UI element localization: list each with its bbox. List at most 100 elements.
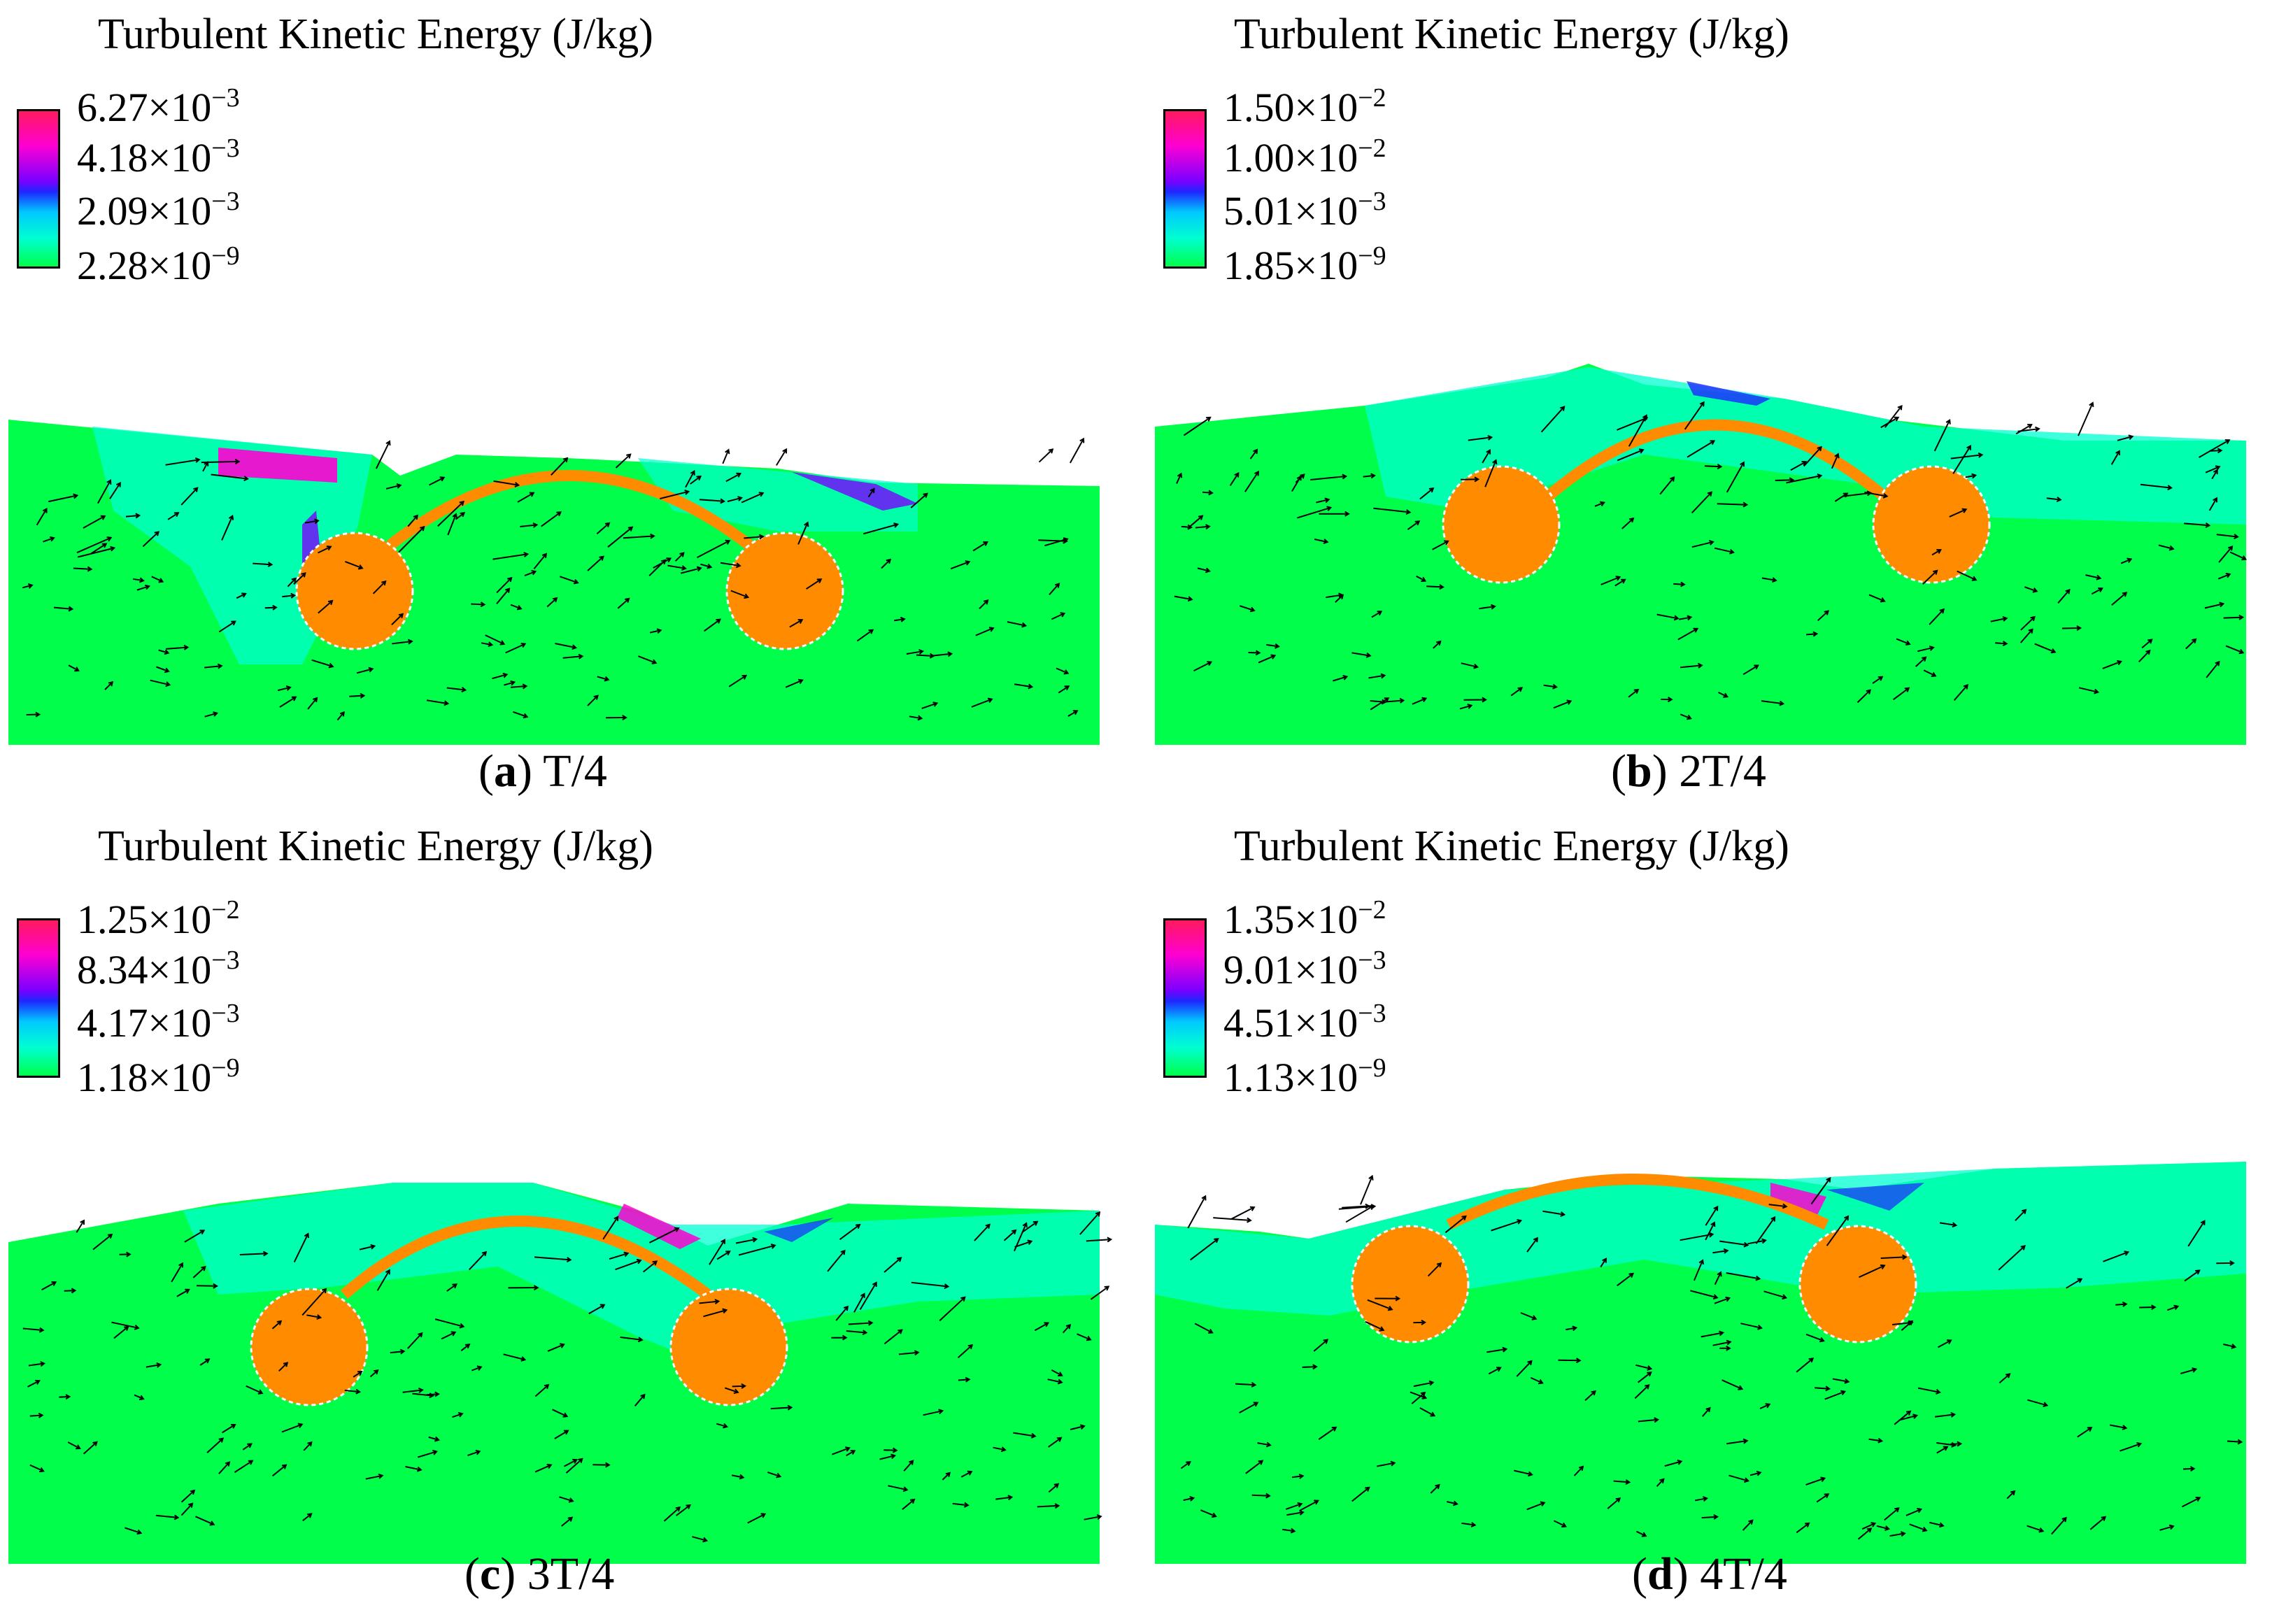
velocity-vector	[447, 513, 457, 536]
velocity-vector	[2204, 603, 2224, 609]
velocity-vectors	[22, 1211, 1113, 1543]
velocity-arrowhead	[599, 555, 604, 561]
velocity-vector	[365, 1474, 383, 1480]
velocity-arrowhead	[420, 525, 425, 532]
velocity-arrowhead	[674, 1227, 680, 1232]
velocity-vector	[1084, 1516, 1101, 1520]
velocity-vector	[916, 654, 934, 657]
velocity-arrowhead	[684, 490, 690, 495]
velocity-arrowhead	[1966, 445, 1971, 450]
velocity-vector	[434, 1318, 464, 1327]
velocity-vector	[685, 471, 695, 488]
velocity-vector	[1843, 492, 1871, 497]
velocity-vector	[311, 659, 333, 667]
velocity-vector	[839, 1224, 860, 1241]
velocity-vector	[104, 681, 113, 690]
velocity-arrowhead	[1265, 1441, 1272, 1448]
velocity-vector	[1826, 1216, 1849, 1246]
legend-tick: 2.09×10−3	[77, 187, 240, 234]
velocity-vector	[1229, 473, 1240, 486]
flow-field-svg	[1155, 1162, 2246, 1564]
velocity-arrowhead	[381, 580, 387, 586]
velocity-arrowhead	[398, 613, 404, 618]
velocity-arrowhead	[1053, 1483, 1060, 1488]
velocity-arrowhead	[1669, 476, 1675, 482]
velocity-arrowhead	[418, 1332, 423, 1338]
velocity-vector	[565, 1458, 583, 1474]
velocity-arrowhead	[843, 1305, 849, 1311]
velocity-vector	[1929, 608, 1945, 625]
velocity-arrowhead	[722, 1308, 728, 1314]
velocity-vector	[722, 449, 730, 464]
velocity-vector	[1687, 440, 1715, 458]
velocity-arrowhead	[741, 1383, 747, 1389]
velocity-vector	[1884, 1507, 1899, 1521]
velocity-vector	[2223, 1344, 2236, 1348]
velocity-vector	[2091, 587, 2103, 595]
velocity-vector	[511, 685, 527, 688]
colorbar	[1163, 918, 1207, 1078]
velocity-arrowhead	[2168, 1524, 2175, 1530]
velocity-arrowhead	[74, 667, 80, 672]
velocity-vector	[76, 1220, 85, 1233]
velocity-arrowhead	[1312, 1364, 1318, 1370]
legend-tick: 1.35×10−2	[1223, 895, 1386, 942]
velocity-vector	[541, 511, 561, 527]
velocity-arrowhead	[1710, 440, 1716, 446]
velocity-arrowhead	[541, 553, 548, 559]
velocity-vector	[642, 1260, 658, 1273]
velocity-arrowhead	[385, 440, 391, 446]
velocity-arrowhead	[733, 1388, 739, 1394]
velocity-vector	[1868, 594, 1885, 602]
velocity-vector	[1249, 449, 1258, 460]
velocity-arrowhead	[481, 1251, 488, 1257]
velocity-vector	[64, 1290, 76, 1292]
cylinder-right	[1872, 465, 1991, 584]
velocity-arrowhead	[1470, 1522, 1477, 1527]
velocity-vector	[282, 594, 295, 598]
velocity-arrowhead	[702, 1537, 709, 1543]
velocity-arrowhead	[1708, 540, 1715, 546]
velocity-arrowhead	[533, 1285, 539, 1291]
velocity-arrowhead	[144, 584, 150, 590]
velocity-vector	[1922, 570, 1938, 585]
velocity-arrowhead	[2098, 587, 2103, 592]
velocity-vector	[1459, 704, 1472, 710]
velocity-vector	[1915, 657, 1926, 667]
velocity-arrowhead	[201, 1265, 206, 1272]
velocity-arrowhead	[452, 513, 457, 519]
velocity-arrowhead	[321, 1288, 327, 1294]
velocity-vector	[1817, 610, 1829, 622]
velocity-vector	[1077, 1333, 1091, 1341]
panel-caption: (a) T/4	[478, 746, 607, 797]
velocity-arrowhead	[1421, 1394, 1428, 1399]
velocity-vector	[1070, 438, 1084, 464]
velocity-vector	[1659, 476, 1675, 495]
velocity-arrowhead	[1717, 1271, 1722, 1277]
velocity-vector	[402, 1389, 423, 1393]
velocity-vector	[1430, 1484, 1440, 1494]
velocity-vector	[455, 512, 465, 520]
velocity-vector	[1370, 697, 1389, 711]
velocity-vector	[971, 698, 993, 708]
velocity-vector	[555, 643, 576, 649]
velocity-vector	[724, 1387, 739, 1393]
velocity-vector	[674, 552, 685, 562]
velocity-vector	[446, 687, 466, 691]
velocity-arrowhead	[1931, 671, 1937, 677]
velocity-arrowhead	[418, 1387, 424, 1393]
velocity-vector	[132, 578, 144, 582]
velocity-vector	[1195, 525, 1209, 529]
velocity-arrowhead	[1297, 1502, 1303, 1508]
velocity-arrowhead	[2002, 641, 2008, 646]
velocity-arrowhead	[1600, 501, 1606, 507]
velocity-vector	[2185, 639, 2196, 650]
velocity-vector	[1613, 1480, 1630, 1483]
velocity-arrowhead	[1877, 1437, 1884, 1444]
velocity-arrowhead	[2241, 555, 2248, 561]
velocity-arrowhead	[960, 1296, 966, 1302]
velocity-arrowhead	[1591, 1390, 1596, 1396]
structure-arc	[340, 1216, 711, 1299]
velocity-arrowhead	[1560, 1211, 1566, 1217]
velocity-vector	[1957, 570, 1977, 581]
